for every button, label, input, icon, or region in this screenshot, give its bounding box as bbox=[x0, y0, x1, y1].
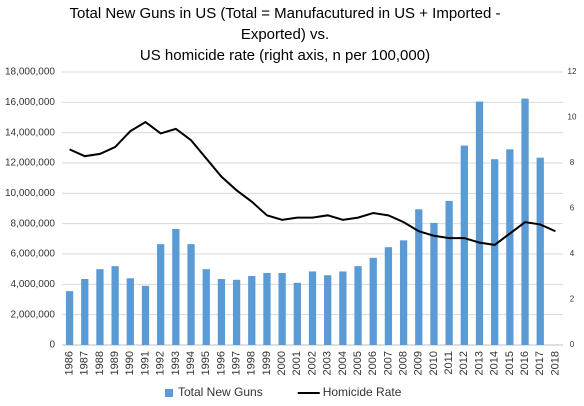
x-tick-label: 1999 bbox=[261, 351, 273, 375]
legend-label: Total New Guns bbox=[178, 385, 263, 399]
y-tick-label: 6,000,000 bbox=[11, 249, 56, 260]
y2-tick-label: 4 bbox=[570, 249, 575, 258]
x-tick-label: 2017 bbox=[534, 351, 546, 375]
x-tick-label: 2000 bbox=[276, 351, 288, 375]
x-tick-label: 1995 bbox=[200, 351, 212, 375]
y2-tick-label: 8 bbox=[570, 158, 575, 167]
bar bbox=[506, 149, 514, 345]
y2-tick-label: 2 bbox=[570, 295, 575, 304]
bar bbox=[187, 244, 195, 345]
x-tick-label: 2013 bbox=[473, 351, 485, 375]
bar bbox=[430, 222, 438, 345]
bar bbox=[460, 145, 468, 345]
x-tick-label: 1996 bbox=[215, 351, 227, 375]
x-tick-label: 1989 bbox=[109, 351, 121, 375]
bar bbox=[308, 271, 317, 345]
x-tick-label: 2003 bbox=[322, 351, 334, 375]
x-tick-label: 2009 bbox=[413, 351, 425, 375]
x-tick-label: 1991 bbox=[139, 351, 151, 375]
y2-tick-label: 0 bbox=[570, 340, 575, 349]
bar bbox=[65, 291, 74, 345]
x-tick-label: 2007 bbox=[382, 351, 394, 375]
bar bbox=[491, 159, 499, 345]
legend-swatch bbox=[165, 389, 173, 397]
bar bbox=[324, 275, 332, 345]
x-tick-label: 1988 bbox=[94, 351, 106, 375]
bar bbox=[384, 247, 393, 345]
line bbox=[69, 120, 556, 246]
bar bbox=[172, 228, 180, 345]
chart-title: US homicide rate (right axis, n per 100,… bbox=[140, 47, 430, 64]
x-tick-label: 2001 bbox=[291, 351, 303, 375]
x-tick-label: 2002 bbox=[306, 351, 318, 375]
y-tick-label: 16,000,000 bbox=[5, 97, 55, 108]
x-tick-label: 2011 bbox=[443, 351, 455, 375]
x-tick-label: 1987 bbox=[79, 351, 91, 375]
bar bbox=[445, 200, 453, 345]
x-tick-label: 2005 bbox=[352, 351, 364, 375]
y-tick-label: 10,000,000 bbox=[5, 188, 55, 199]
x-tick-label: 1993 bbox=[170, 351, 182, 375]
y-tick-label: 4,000,000 bbox=[11, 279, 56, 290]
chart-title: Exported) vs. bbox=[241, 26, 329, 43]
x-tick-label: 1992 bbox=[155, 351, 167, 375]
bar bbox=[232, 279, 241, 345]
bar bbox=[263, 272, 271, 345]
x-tick-label: 2012 bbox=[458, 351, 470, 375]
bar bbox=[415, 209, 423, 345]
chart-title: Total New Guns in US (Total = Manufacutu… bbox=[69, 5, 500, 22]
y-tick-label: 0 bbox=[49, 340, 55, 351]
bar bbox=[399, 240, 408, 345]
y2-tick-label: 10 bbox=[568, 113, 577, 122]
bar bbox=[126, 278, 134, 345]
bar bbox=[202, 269, 210, 345]
bar bbox=[475, 101, 484, 345]
y2-tick-label: 6 bbox=[570, 204, 575, 213]
bar bbox=[248, 275, 256, 345]
x-tick-label: 2010 bbox=[428, 351, 440, 375]
bar bbox=[217, 279, 226, 345]
x-tick-label: 2008 bbox=[397, 351, 409, 375]
x-tick-label: 1998 bbox=[246, 351, 258, 375]
bar bbox=[81, 279, 89, 345]
y-tick-label: 2,000,000 bbox=[11, 309, 56, 320]
bar bbox=[293, 282, 301, 345]
x-tick-label: 2004 bbox=[337, 351, 349, 375]
bar bbox=[141, 285, 150, 345]
bar bbox=[278, 272, 286, 345]
y-tick-label: 18,000,000 bbox=[5, 67, 55, 78]
bar bbox=[96, 269, 104, 345]
bar bbox=[354, 266, 362, 345]
bar bbox=[157, 244, 165, 345]
bar bbox=[339, 271, 347, 345]
y-tick-label: 12,000,000 bbox=[5, 158, 55, 169]
legend-label: Homicide Rate bbox=[323, 385, 402, 399]
x-tick-label: 2014 bbox=[489, 351, 501, 375]
y-tick-label: 14,000,000 bbox=[5, 127, 55, 138]
bar bbox=[536, 157, 544, 345]
bar bbox=[111, 266, 119, 345]
bar bbox=[369, 257, 377, 345]
x-tick-label: 1997 bbox=[230, 351, 242, 375]
x-tick-label: 2006 bbox=[367, 351, 379, 375]
y2-tick-label: 12 bbox=[568, 67, 577, 76]
x-tick-label: 2015 bbox=[504, 351, 516, 375]
x-tick-label: 2018 bbox=[549, 351, 561, 375]
x-tick-label: 1990 bbox=[124, 351, 136, 375]
y-tick-label: 8,000,000 bbox=[11, 218, 56, 229]
x-tick-label: 1986 bbox=[63, 351, 75, 375]
x-tick-label: 1994 bbox=[185, 351, 197, 375]
x-tick-label: 2016 bbox=[519, 351, 531, 375]
